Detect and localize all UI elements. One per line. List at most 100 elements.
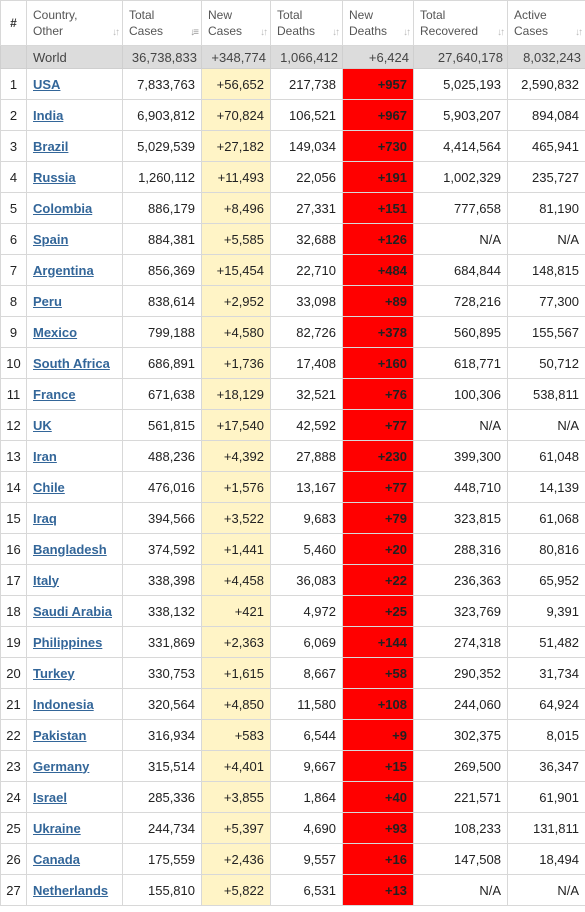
total-deaths-cell: 11,580 <box>270 688 343 720</box>
country-cell: Indonesia <box>26 688 123 720</box>
rank-cell: 27 <box>0 874 27 906</box>
total-deaths-header-line1: Total <box>277 8 303 22</box>
sort-icon[interactable]: ↓↑ <box>112 27 120 38</box>
rank-cell: 14 <box>0 471 27 503</box>
active-cases-cell: 131,811 <box>507 812 585 844</box>
total-cases-cell: 561,815 <box>122 409 202 441</box>
new-cases-header[interactable]: New Cases ↓↑ <box>201 0 271 46</box>
new-cases-cell: +583 <box>201 719 271 751</box>
country-link[interactable]: Indonesia <box>33 696 94 712</box>
total-recovered-cell: 244,060 <box>413 688 508 720</box>
new-cases-cell: +11,493 <box>201 161 271 193</box>
country-link[interactable]: Argentina <box>33 262 94 278</box>
country-link[interactable]: South Africa <box>33 355 110 371</box>
country-link[interactable]: Brazil <box>33 138 69 154</box>
country-link[interactable]: Turkey <box>33 665 75 681</box>
total-cases-cell: 338,132 <box>122 595 202 627</box>
total-recovered-cell: 777,658 <box>413 192 508 224</box>
country-link[interactable]: Germany <box>33 758 90 774</box>
country-link[interactable]: Russia <box>33 169 76 185</box>
country-link[interactable]: Canada <box>33 851 80 867</box>
country-link[interactable]: Mexico <box>33 324 78 340</box>
total-deaths-cell: 8,667 <box>270 657 343 689</box>
total-recovered-cell: 728,216 <box>413 285 508 317</box>
country-cell: Argentina <box>26 254 123 286</box>
new-deaths-cell: +9 <box>342 719 414 751</box>
rank-cell: 20 <box>0 657 27 689</box>
new-deaths-cell: +160 <box>342 347 414 379</box>
new-deaths-cell: +13 <box>342 874 414 906</box>
new-deaths-cell: +89 <box>342 285 414 317</box>
country-link[interactable]: Iran <box>33 448 57 464</box>
country-link[interactable]: Spain <box>33 231 69 247</box>
table-row: 4 Russia 1,260,112 +11,493 22,056 +191 1,002,3… <box>0 161 585 193</box>
new-deaths-header[interactable]: New Deaths ↓↑ <box>342 0 414 46</box>
new-cases-cell: +4,580 <box>201 316 271 348</box>
sort-icon[interactable]: ↓↑ <box>575 27 583 38</box>
new-cases-cell: +4,850 <box>201 688 271 720</box>
rank-cell: 19 <box>0 626 27 658</box>
rank-cell: 26 <box>0 843 27 875</box>
total-recovered-header[interactable]: Total Recovered ↓↑ <box>413 0 508 46</box>
active-cases-cell: 148,815 <box>507 254 585 286</box>
active-cases-header-line1: Active <box>514 8 547 22</box>
sort-icon[interactable]: ↓↑ <box>403 27 411 38</box>
active-cases-header-line2: Cases <box>514 24 549 38</box>
active-cases-cell: N/A <box>507 409 585 441</box>
active-cases-cell: 538,811 <box>507 378 585 410</box>
country-link[interactable]: Colombia <box>33 200 93 216</box>
table-row: 7 Argentina 856,369 +15,454 22,710 +484 684,84… <box>0 254 585 286</box>
total-cases-cell: 394,566 <box>122 502 202 534</box>
country-link[interactable]: UK <box>33 417 52 433</box>
country-link[interactable]: Netherlands <box>33 882 109 898</box>
table-row: 12 UK 561,815 +17,540 42,592 +77 N/A N/A <box>0 409 585 441</box>
country-link[interactable]: Chile <box>33 479 65 495</box>
country-link[interactable]: Pakistan <box>33 727 87 743</box>
table-row: 20 Turkey 330,753 +1,615 8,667 +58 290,352 31,7… <box>0 657 585 689</box>
sort-icon[interactable]: ↓↑ <box>332 27 340 38</box>
total-deaths-header[interactable]: Total Deaths ↓↑ <box>270 0 343 46</box>
active-cases-cell: 2,590,832 <box>507 68 585 100</box>
country-link[interactable]: Iraq <box>33 510 57 526</box>
country-link[interactable]: Saudi Arabia <box>33 603 112 619</box>
active-cases-cell: 51,482 <box>507 626 585 658</box>
table-row: 2 India 6,903,812 +70,824 106,521 +967 5,903,2… <box>0 99 585 131</box>
new-deaths-cell: +484 <box>342 254 414 286</box>
country-header[interactable]: Country, Other ↓↑ <box>26 0 123 46</box>
total-recovered-cell: 5,025,193 <box>413 68 508 100</box>
sort-icon[interactable]: ↓↑ <box>497 27 505 38</box>
country-cell: Pakistan <box>26 719 123 751</box>
rank-cell: 10 <box>0 347 27 379</box>
country-link[interactable]: India <box>33 107 64 123</box>
country-link[interactable]: Italy <box>33 572 60 588</box>
total-recovered-cell: 288,316 <box>413 533 508 565</box>
active-cases-cell: 77,300 <box>507 285 585 317</box>
new-deaths-cell: +15 <box>342 750 414 782</box>
rank-cell: 9 <box>0 316 27 348</box>
country-link[interactable]: USA <box>33 76 61 92</box>
new-cases-cell: +18,129 <box>201 378 271 410</box>
country-cell: Italy <box>26 564 123 596</box>
total-cases-cell: 7,833,763 <box>122 68 202 100</box>
country-link[interactable]: Philippines <box>33 634 103 650</box>
sort-desc-icon[interactable]: ↓≡ <box>190 27 199 38</box>
world-new-deaths: +6,424 <box>342 45 414 69</box>
total-recovered-cell: 147,508 <box>413 843 508 875</box>
country-link[interactable]: Israel <box>33 789 67 805</box>
total-cases-cell: 320,564 <box>122 688 202 720</box>
country-link[interactable]: Bangladesh <box>33 541 107 557</box>
country-link[interactable]: Ukraine <box>33 820 81 836</box>
total-cases-cell: 330,753 <box>122 657 202 689</box>
total-cases-header[interactable]: Total Cases ↓≡ <box>122 0 202 46</box>
active-cases-header[interactable]: Active Cases ↓↑ <box>507 0 585 46</box>
country-cell: Iran <box>26 440 123 472</box>
total-recovered-cell: N/A <box>413 409 508 441</box>
world-name: World <box>26 45 123 69</box>
country-link[interactable]: Peru <box>33 293 62 309</box>
rank-cell: 2 <box>0 99 27 131</box>
world-row: World 36,738,833 +348,774 1,066,412 +6,4… <box>0 45 585 69</box>
sort-icon[interactable]: ↓↑ <box>260 27 268 38</box>
new-cases-cell: +4,401 <box>201 750 271 782</box>
table-header: # Country, Other ↓↑ Total Cases ↓≡ New C… <box>0 0 585 46</box>
country-link[interactable]: France <box>33 386 76 402</box>
